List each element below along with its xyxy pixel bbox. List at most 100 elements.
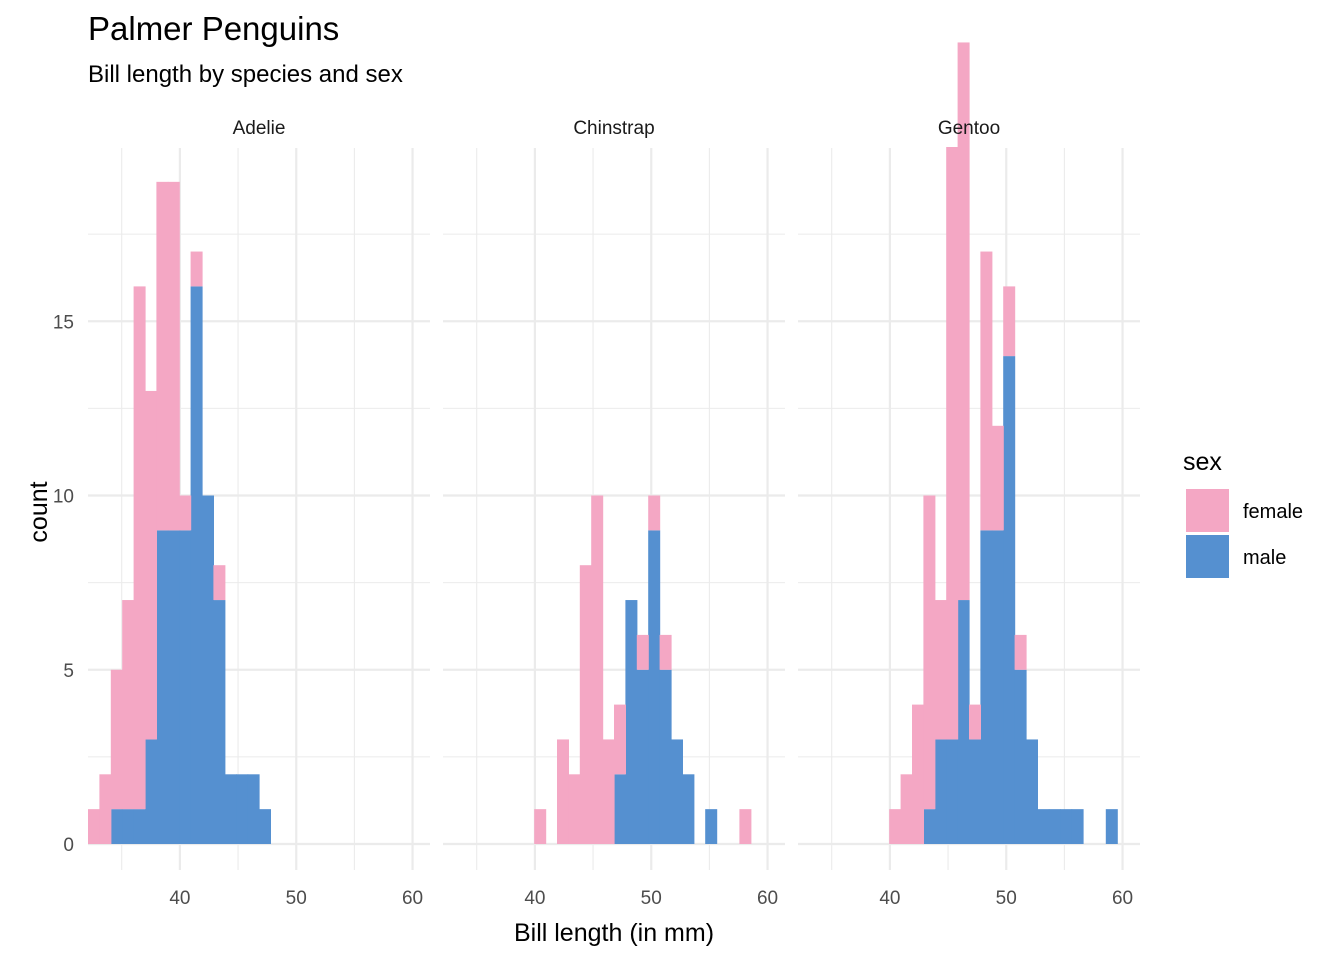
histogram-bar-female: [889, 809, 902, 844]
histogram-bar-male: [980, 530, 993, 844]
facet-panel: Chinstrap 40 50 60: [443, 118, 785, 909]
legend-key-male: [1186, 535, 1229, 578]
x-tick-label: 40: [879, 888, 900, 909]
histogram-bar-female: [991, 425, 1004, 531]
histogram-bar-female: [568, 774, 581, 844]
histogram-bar-female: [957, 42, 970, 601]
histogram-bar-male: [213, 600, 226, 844]
histogram-bar-female: [167, 181, 180, 531]
histogram-bar-male: [705, 809, 718, 844]
facet-panel: Gentoo 40 50 60: [798, 42, 1140, 909]
y-tick-label: 5: [63, 661, 74, 682]
histogram-bar-female: [912, 704, 924, 844]
legend-label-male: male: [1243, 547, 1286, 569]
histogram-bar-male: [682, 774, 695, 844]
histogram-bar-female: [923, 495, 936, 810]
histogram-bar-male: [236, 774, 249, 844]
histogram-bar-male: [1071, 809, 1084, 844]
histogram-bar-male: [1105, 809, 1118, 844]
histogram-bar-female: [557, 739, 569, 844]
histogram-bar-male: [224, 774, 237, 844]
histogram-bar-female: [534, 809, 547, 844]
x-tick-label: 60: [757, 888, 778, 909]
histogram-bar-female: [122, 600, 135, 810]
histogram-bar-female: [946, 147, 959, 740]
legend-title: sex: [1183, 448, 1222, 476]
histogram-bar-male: [1037, 809, 1050, 844]
x-axis-title: Bill length (in mm): [514, 919, 714, 947]
x-tick-label: 50: [996, 888, 1017, 909]
histogram-bar-male: [946, 739, 959, 844]
histogram-bar-male: [1026, 739, 1038, 844]
histogram-bar-male: [1014, 669, 1027, 844]
histogram-bar-male: [991, 530, 1004, 844]
facets: Adelie 40 50 60 Chinstrap 40 50 60 Gentoo 40 50 60 0…: [53, 42, 1140, 909]
histogram-bar-female: [659, 634, 672, 670]
histogram-bar-male: [659, 669, 672, 844]
histogram-bar-male: [934, 739, 947, 844]
histogram-bar-male: [636, 669, 649, 844]
histogram-bar-male: [1048, 809, 1061, 844]
histogram-bar-female: [579, 565, 592, 844]
histogram-bar-female: [969, 704, 981, 740]
legend-label-female: female: [1243, 501, 1303, 523]
facet-panel: Adelie 40 50 60: [88, 118, 430, 909]
facet-strip-label: Chinstrap: [573, 118, 654, 139]
histogram-bar-female: [934, 600, 947, 740]
histogram-bar-female: [88, 809, 100, 844]
histogram-bar-male: [247, 774, 260, 844]
histogram-bar-female: [190, 251, 203, 287]
chart-subtitle: Bill length by species and sex: [88, 61, 403, 88]
facet-strip-label: Adelie: [233, 118, 286, 139]
histogram-bar-female: [591, 495, 604, 844]
histogram-bar-male: [167, 530, 180, 844]
histogram-bar-male: [1003, 356, 1016, 844]
x-tick-label: 60: [1112, 888, 1133, 909]
histogram-bar-male: [133, 809, 146, 844]
histogram-bar-male: [923, 809, 936, 844]
y-tick-label: 15: [53, 312, 74, 333]
histogram-bar-male: [122, 809, 135, 844]
histogram-bar-male: [957, 600, 970, 844]
facet-strip-label: Gentoo: [938, 118, 1000, 139]
histogram-bar-male: [614, 774, 626, 844]
histogram-bar-male: [156, 530, 169, 844]
histogram-bar-female: [602, 739, 615, 844]
histogram-bar-female: [739, 809, 752, 844]
histogram-bar-male: [179, 530, 192, 844]
histogram-bar-female: [614, 704, 626, 775]
histogram-bar-male: [259, 809, 271, 844]
histogram-bar-female: [133, 286, 146, 810]
histogram-bar-female: [980, 251, 993, 531]
histogram-bar-female: [900, 774, 913, 844]
legend-key-female: [1186, 489, 1229, 532]
histogram-bar-female: [99, 774, 112, 844]
x-tick-label: 40: [169, 888, 190, 909]
x-tick-label: 40: [524, 888, 545, 909]
x-tick-label: 50: [641, 888, 662, 909]
chart-title: Palmer Penguins: [88, 10, 339, 47]
histogram-bar-female: [1003, 286, 1016, 357]
x-tick-label: 50: [286, 888, 307, 909]
histogram-bar-male: [190, 286, 203, 844]
y-tick-label: 10: [53, 487, 74, 508]
histogram-bar-female: [636, 634, 649, 670]
histogram-bar-female: [179, 495, 192, 531]
histogram-bar-male: [1060, 809, 1073, 844]
histogram-bar-female: [145, 390, 157, 740]
histogram-bar-female: [156, 181, 169, 531]
histogram-bar-female: [1014, 634, 1027, 670]
y-axis-title: count: [25, 481, 53, 542]
histogram-bar-male: [110, 809, 123, 844]
legend: sex female male: [1183, 448, 1303, 578]
histogram-bar-male: [969, 739, 981, 844]
histogram-bar-female: [213, 565, 226, 601]
histogram-bar-female: [110, 669, 123, 810]
histogram-bar-male: [671, 739, 683, 844]
histogram-bar-male: [202, 495, 214, 844]
histogram-bar-male: [625, 600, 638, 844]
histogram-bar-male: [648, 530, 661, 844]
x-tick-label: 60: [402, 888, 423, 909]
histogram-bar-male: [145, 739, 157, 844]
